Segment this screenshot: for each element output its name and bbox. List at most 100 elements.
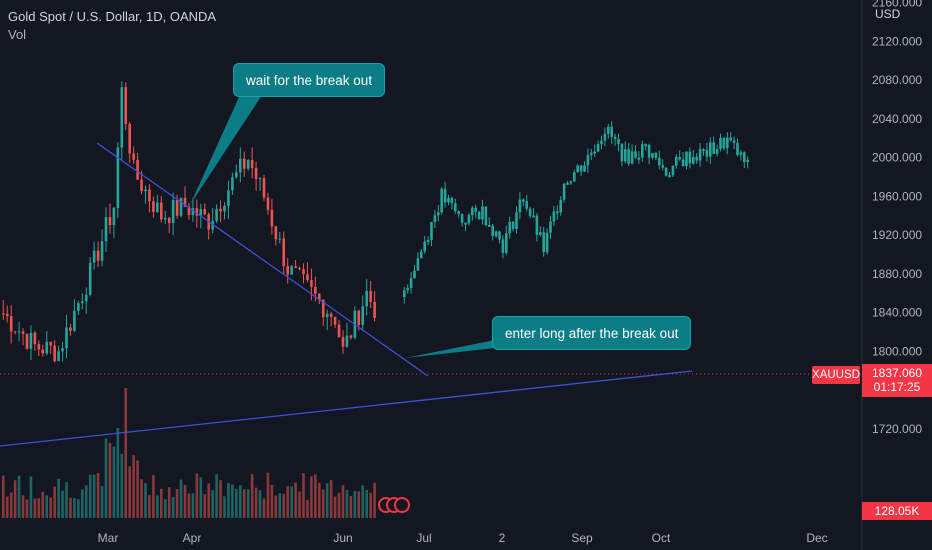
time-tick-label: Mar — [98, 531, 119, 545]
price-tick-label: 1960.000 — [872, 189, 922, 203]
projection-candle — [579, 165, 583, 172]
projection-candle — [488, 225, 491, 228]
projection-candle — [620, 143, 624, 162]
projection-candle — [522, 199, 525, 202]
projection-candle — [569, 181, 573, 184]
candle-body — [84, 294, 88, 302]
projection-candle — [624, 149, 627, 162]
volume-bar — [349, 495, 353, 518]
volume-bar — [152, 474, 155, 518]
projection-candle — [573, 172, 576, 182]
projection-candle — [556, 211, 559, 214]
volume-bar — [321, 489, 325, 518]
candle-body — [365, 290, 368, 307]
volume-bar — [179, 479, 183, 518]
candle-body — [266, 197, 270, 210]
candle-body — [49, 341, 52, 346]
projection-candle — [630, 151, 634, 164]
candle-body — [29, 332, 33, 349]
volume-bar — [207, 483, 210, 518]
candle-body — [167, 217, 171, 223]
volume-bar — [195, 473, 199, 518]
volume-bar — [69, 497, 72, 518]
volume-bar — [365, 489, 368, 518]
volume-bar — [163, 499, 167, 518]
projection-candle — [675, 157, 678, 166]
projection-candle — [705, 150, 709, 157]
volume-bar — [49, 497, 52, 518]
volume-bar — [21, 495, 25, 518]
candle-body — [215, 208, 218, 221]
projection-candle — [413, 270, 416, 279]
volume-bar — [298, 491, 301, 518]
candle-body — [17, 331, 21, 333]
candles — [2, 81, 749, 363]
candle-body — [227, 190, 230, 207]
candle-body — [73, 310, 76, 331]
projection-candle — [552, 211, 556, 222]
candle-body — [160, 202, 163, 220]
projection-candle — [433, 215, 437, 223]
projection-candle — [698, 149, 702, 161]
volume-bar — [33, 498, 37, 518]
projection-candle — [719, 137, 722, 150]
projection-candle — [443, 188, 447, 203]
candle-body — [306, 274, 309, 281]
candle-body — [211, 220, 214, 230]
volume-bar — [219, 480, 222, 518]
candle-body — [175, 200, 179, 216]
callout-wait[interactable]: wait for the break out — [233, 63, 386, 97]
projection-candle — [437, 212, 440, 216]
price-tick-label: 1920.000 — [872, 228, 922, 242]
projection-candle — [426, 239, 430, 242]
projection-candle — [596, 144, 600, 152]
volume-bar — [148, 495, 151, 518]
volume-bar — [325, 483, 329, 518]
projection-candle — [416, 258, 420, 271]
candle-body — [33, 332, 37, 345]
time-tick-label: 2 — [499, 531, 506, 545]
volume-bar — [132, 455, 135, 518]
projection-candle — [647, 144, 651, 158]
candle-body — [81, 301, 84, 304]
candle-body — [341, 336, 345, 347]
projection-candle — [515, 212, 518, 229]
volume-bar — [45, 495, 49, 518]
projection-candle — [430, 222, 433, 240]
volume-bar — [314, 474, 317, 518]
price-tick-label: 2000.000 — [872, 151, 922, 165]
projection-candle — [732, 140, 736, 143]
volume-bar — [250, 474, 254, 518]
volume-bar — [282, 493, 286, 518]
candle-body — [152, 201, 155, 212]
chart-legend: Gold Spot / U.S. Dollar, 1D, OANDA Vol — [8, 8, 216, 44]
volume-bar — [92, 474, 96, 518]
candle-body — [274, 226, 278, 240]
candle-body — [242, 158, 246, 169]
last-price-value: 1837.060 — [871, 366, 923, 380]
price-tick-label: 1720.000 — [872, 422, 922, 436]
candle-body — [69, 327, 72, 331]
volume-bar — [77, 499, 80, 518]
candle-body — [298, 267, 301, 270]
candle-body — [171, 200, 175, 223]
projection-candle — [600, 140, 603, 145]
projection-candle — [722, 137, 726, 149]
projection-candle — [607, 126, 610, 134]
callout-enter[interactable]: enter long after the break out — [492, 316, 692, 350]
projection-candle — [627, 149, 630, 164]
callout-1-pointer — [190, 95, 262, 205]
candle-body — [140, 179, 143, 192]
volume-bar — [13, 480, 17, 518]
event-marker-icon[interactable] — [394, 497, 410, 513]
volume-bar — [290, 486, 293, 518]
price-tick-label: 1840.000 — [872, 306, 922, 320]
projection-candle — [457, 211, 460, 215]
projection-candle — [484, 206, 488, 226]
volume-bar — [235, 489, 238, 518]
volume-bar — [242, 489, 246, 518]
candle-body — [294, 266, 297, 268]
candle-body — [156, 202, 159, 212]
volume-label: Vol — [8, 27, 27, 42]
